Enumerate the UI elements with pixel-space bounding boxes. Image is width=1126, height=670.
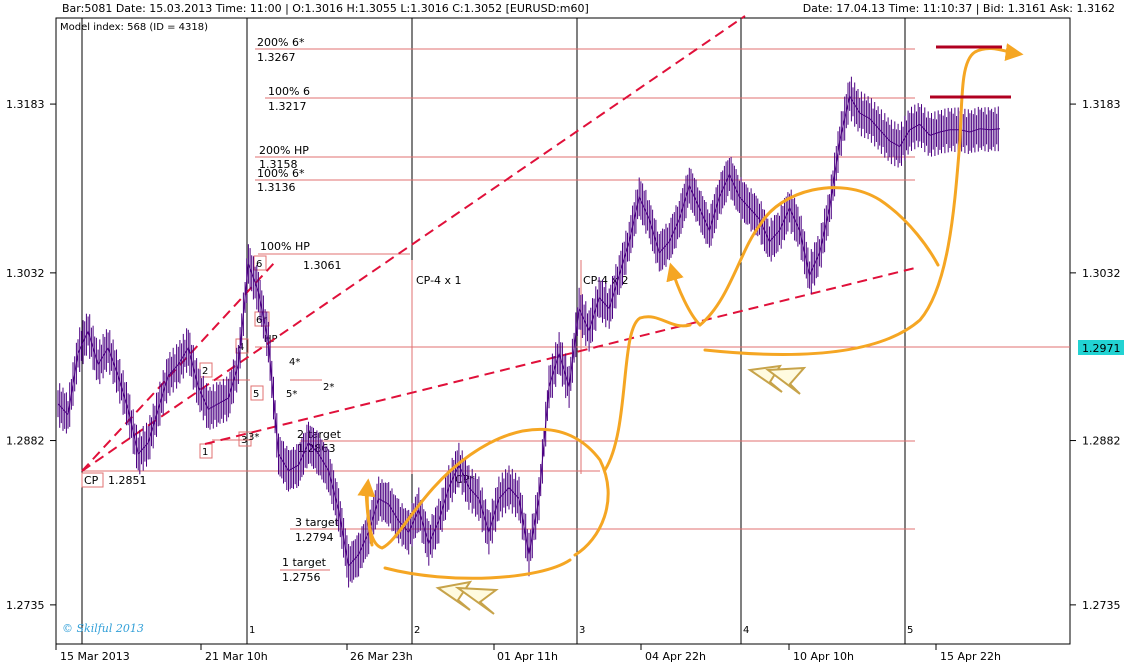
level-value-1-target: 1.2756 [282, 571, 321, 584]
trend-lines [81, 15, 916, 472]
curve-bottom [364, 427, 610, 580]
wave-box-5 [250, 385, 264, 401]
y-tick-label-right: 1.2882 [1082, 435, 1121, 448]
level-value-2-target: 1.2863 [297, 442, 336, 455]
level-label-200-hp: 200% HP [259, 144, 309, 157]
wave-label-hp: HP [264, 334, 278, 345]
level-value-3-target: 1.2794 [295, 531, 334, 544]
curve-rise [603, 315, 692, 472]
curve-mid-arrow [666, 262, 702, 327]
wave-label-4: 4 [238, 342, 244, 353]
x-tick-label: 10 Apr 10h [793, 650, 854, 663]
x-tick-marks [55, 644, 937, 650]
period-marker-4: 4 [743, 625, 749, 636]
level-label-1-target: 1 target [282, 556, 327, 569]
wave-label-1: 1 [202, 447, 208, 458]
wave-box-3 [238, 431, 252, 447]
chevron-arrow-icons [435, 364, 807, 615]
wave-label-5s: 5* [286, 389, 297, 400]
x-tick-label: 15 Apr 22h [940, 650, 1001, 663]
level-value-100-6: 1.3217 [268, 100, 307, 113]
cp-value-label: 1.2851 [108, 474, 147, 487]
level-value-200-hp: 1.3158 [259, 158, 298, 171]
quote-info-text: Date: 17.04.13 Time: 11:10:37 | Bid: 1.3… [803, 2, 1115, 15]
wave-box-6 [253, 255, 267, 271]
wave-label-2s: 2* [323, 382, 334, 393]
y-tick-label-left: 1.3032 [6, 267, 45, 280]
curve-top [698, 186, 940, 327]
wave-label-3s: 3* [248, 432, 259, 443]
x-tick-label: 15 Mar 2013 [60, 650, 130, 663]
forecast-curves [357, 43, 1024, 580]
wave-label-6: 6 [256, 259, 262, 270]
level-value-100-hp: 1.3061 [303, 259, 342, 272]
curve-bottom-right [703, 43, 1024, 357]
x-tick-label: 01 Apr 11h [497, 650, 558, 663]
wave-label-2: 2 [202, 366, 208, 377]
wave-ticks [212, 379, 322, 441]
watermark: © Skilful 2013 [62, 622, 144, 635]
current-price-label: 1.2971 [1082, 342, 1121, 355]
curve-left-arrow [357, 478, 376, 547]
level-label-100-6: 100% 6 [268, 85, 310, 98]
wave-label-5: 5 [253, 389, 259, 400]
period-marker-1: 1 [249, 625, 255, 636]
current-price-box [1078, 340, 1124, 355]
x-tick-label: 21 Mar 10h [205, 650, 268, 663]
period-marker-2: 2 [414, 625, 420, 636]
y-tick-label-right: 1.2735 [1082, 599, 1121, 612]
cp-box [81, 472, 104, 488]
wave-label-4s: 4* [289, 357, 300, 368]
model-index-text: Model index: 568 (ID = 4318) [60, 22, 208, 33]
annotation-cp4x1: CP-4 x 1 [416, 274, 462, 287]
level-label-3-target: 3 target [295, 516, 340, 529]
level-value-200-6s: 1.3267 [257, 51, 296, 64]
period-marker-3: 3 [579, 625, 585, 636]
cp-box-label: CP [84, 474, 99, 487]
x-tick-label: 26 Mar 23h [350, 650, 413, 663]
chevron-arrow-icon-right-2 [765, 366, 807, 395]
y-tick-label-right: 1.3183 [1082, 98, 1121, 111]
level-label-100-hp: 100% HP [260, 240, 310, 253]
period-marker-5: 5 [907, 625, 913, 636]
target-marks [930, 45, 1011, 99]
y-tick-label-left: 1.2882 [6, 435, 45, 448]
level-lines [82, 48, 1070, 571]
y-tick-label-left: 1.2735 [6, 599, 45, 612]
level-label-200-6s: 200% 6* [257, 36, 305, 49]
x-tick-label: 04 Apr 22h [645, 650, 706, 663]
y-tick-label-left: 1.3183 [6, 98, 45, 111]
chevron-arrow-icon-left-2 [454, 586, 499, 615]
y-tick-label-right: 1.3032 [1082, 267, 1121, 280]
bar-info-text: Bar:5081 Date: 15.03.2013 Time: 11:00 | … [62, 2, 589, 15]
level-value-100-6s: 1.3136 [257, 181, 296, 194]
price-series [57, 76, 1001, 588]
x-axis: 15 Mar 2013 21 Mar 10h 26 Mar 23h 01 Apr… [60, 650, 1001, 663]
level-label-100-6s: 100% 6* [257, 167, 305, 180]
y-axis: 1.2735 1.2735 1.2882 1.2882 1.3032 1.3032 1.31… [6, 98, 1121, 612]
